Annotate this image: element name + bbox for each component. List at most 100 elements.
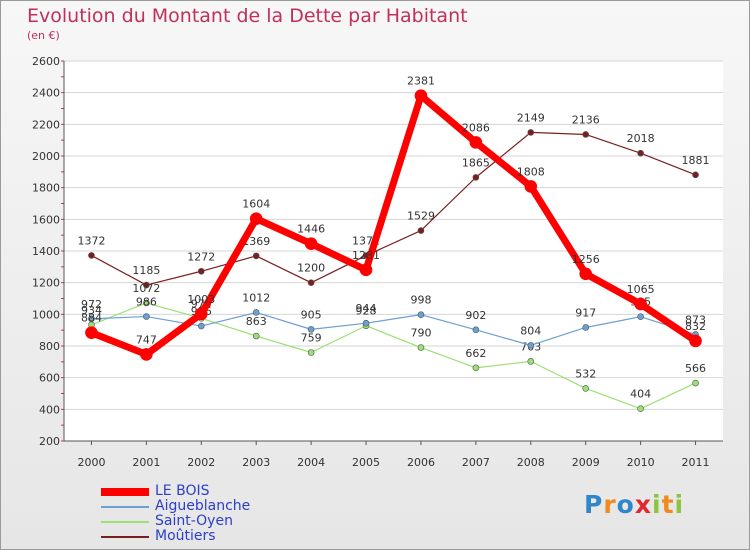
data-point: [637, 149, 644, 157]
chart-title: Evolution du Montant de la Dette par Hab…: [27, 5, 468, 27]
x-tick-label: 2003: [242, 456, 270, 469]
data-point: [143, 313, 150, 320]
data-point: [527, 342, 535, 349]
x-tick-label: 2006: [407, 456, 435, 469]
x-tick-label: 2005: [352, 456, 380, 469]
data-label: 790: [410, 327, 431, 340]
data-label: 972: [81, 298, 102, 311]
data-label: 1003: [187, 293, 215, 306]
data-point: [197, 267, 205, 275]
x-tick-label: 2007: [462, 456, 490, 469]
data-point: [582, 131, 590, 138]
data-label: 2149: [517, 111, 545, 124]
logo-letter: r: [603, 490, 617, 519]
legend-swatch: [101, 488, 149, 496]
data-point: [579, 267, 593, 281]
data-label: 2018: [627, 132, 655, 145]
legend-label: LE BOIS: [155, 483, 210, 499]
data-label: 1200: [297, 262, 325, 275]
data-label: 1446: [297, 223, 325, 236]
data-label: 1065: [627, 283, 655, 296]
data-label: 404: [630, 388, 651, 401]
series-line-Saint-Oyen: [90, 302, 697, 410]
data-label: 566: [685, 362, 706, 375]
legend-label: Saint-Oyen: [155, 513, 233, 529]
legend-swatch: [101, 521, 149, 523]
data-label: 1185: [132, 264, 160, 277]
data-label: 1012: [242, 291, 270, 304]
data-point: [582, 324, 590, 331]
data-point: [524, 180, 538, 193]
data-point: [417, 227, 425, 234]
data-label: 2086: [462, 121, 490, 134]
data-point: [469, 136, 483, 149]
logo-letter: P: [584, 490, 604, 519]
data-point: [472, 326, 480, 334]
y-tick-label: 800: [39, 340, 60, 353]
y-tick-label: 1000: [32, 308, 60, 321]
series-line-Moûtiers: [90, 131, 697, 286]
logo-letter: i: [652, 490, 662, 519]
data-label: 934: [81, 304, 102, 317]
x-tick-label: 2011: [682, 456, 710, 469]
data-point: [85, 326, 98, 340]
data-point: [417, 311, 425, 318]
data-label: 905: [301, 308, 322, 321]
data-point: [362, 319, 370, 327]
data-point: [359, 263, 373, 277]
data-label: 928: [356, 305, 377, 318]
data-point: [637, 313, 644, 321]
data-point: [143, 299, 150, 307]
legend-swatch: [101, 536, 149, 538]
logo-letter: x: [634, 490, 652, 519]
data-point: [692, 379, 699, 387]
data-point: [252, 332, 260, 340]
legend-swatch: [101, 506, 149, 508]
data-point: [88, 252, 95, 259]
data-point: [197, 322, 205, 330]
x-tick-label: 2000: [77, 456, 105, 469]
data-label: 759: [301, 331, 322, 344]
data-label: 873: [685, 313, 706, 326]
chart-subtitle: (en €): [27, 29, 60, 42]
data-label: 1072: [132, 282, 160, 295]
y-tick-label: 600: [39, 372, 60, 385]
data-point: [307, 279, 315, 286]
data-point: [252, 252, 260, 260]
data-point: [527, 129, 535, 136]
data-label: 2136: [572, 113, 600, 126]
data-label: 1529: [407, 210, 435, 223]
data-point: [307, 349, 315, 356]
data-point: [634, 297, 647, 311]
data-label: 1272: [187, 250, 215, 263]
data-point: [88, 315, 95, 323]
y-tick-label: 1200: [32, 277, 60, 290]
logo-letter: i: [674, 490, 685, 519]
data-label: 902: [465, 309, 486, 322]
data-label: 917: [575, 306, 596, 319]
y-tick-label: 1800: [32, 182, 60, 195]
data-label: 2381: [407, 75, 435, 88]
data-point: [527, 358, 535, 365]
data-point: [692, 171, 699, 179]
x-tick-label: 2002: [187, 456, 215, 469]
data-point: [472, 174, 480, 181]
data-label: 1604: [242, 198, 270, 211]
data-point: [472, 364, 480, 372]
logo-letter: t: [661, 490, 675, 519]
proxiti-logo: Proxiti: [584, 490, 684, 519]
y-tick-label: 2000: [32, 150, 60, 163]
x-tick-label: 2001: [132, 456, 160, 469]
y-tick-label: 400: [39, 403, 60, 416]
y-tick-label: 2600: [32, 55, 60, 68]
data-label: 1865: [462, 156, 490, 169]
data-label: 863: [246, 315, 267, 328]
data-point: [304, 237, 318, 251]
data-point: [637, 405, 644, 413]
data-label: 1372: [77, 234, 105, 247]
data-point: [249, 212, 263, 225]
data-label: 747: [136, 333, 157, 346]
y-tick-label: 2200: [32, 118, 60, 131]
y-tick-label: 2400: [32, 87, 60, 100]
